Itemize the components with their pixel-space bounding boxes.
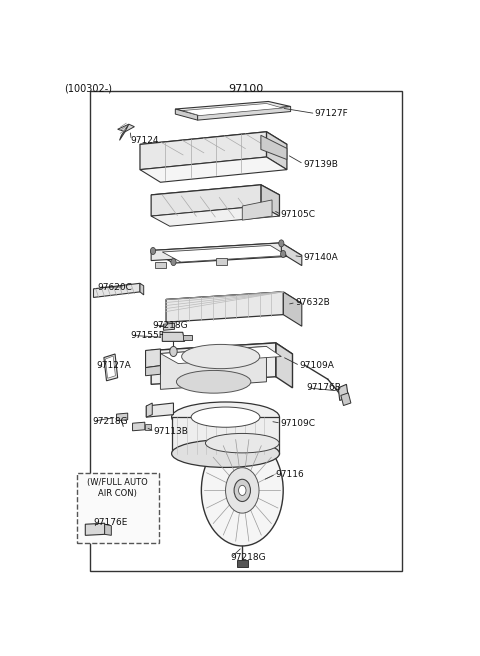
Polygon shape bbox=[140, 132, 287, 157]
Polygon shape bbox=[151, 343, 292, 361]
Polygon shape bbox=[146, 403, 173, 417]
Polygon shape bbox=[94, 283, 140, 297]
Polygon shape bbox=[151, 243, 302, 263]
Polygon shape bbox=[145, 365, 160, 376]
Text: 97176E: 97176E bbox=[94, 518, 128, 527]
Text: 97620C: 97620C bbox=[97, 283, 132, 292]
Polygon shape bbox=[338, 384, 348, 400]
Bar bbox=[90, 91, 402, 571]
Text: 97127F: 97127F bbox=[315, 109, 348, 118]
Text: 97113B: 97113B bbox=[154, 427, 189, 436]
Polygon shape bbox=[216, 258, 228, 264]
Polygon shape bbox=[145, 349, 160, 367]
Ellipse shape bbox=[172, 402, 279, 432]
Polygon shape bbox=[237, 560, 248, 567]
Text: 97109A: 97109A bbox=[299, 361, 334, 370]
Polygon shape bbox=[151, 185, 261, 216]
Circle shape bbox=[171, 258, 176, 266]
Text: 97116: 97116 bbox=[275, 470, 304, 479]
Polygon shape bbox=[140, 283, 144, 295]
Polygon shape bbox=[283, 292, 302, 326]
Polygon shape bbox=[276, 343, 292, 388]
Text: 97100: 97100 bbox=[228, 84, 264, 94]
Text: 97218G: 97218G bbox=[93, 417, 128, 426]
Polygon shape bbox=[151, 185, 279, 205]
Polygon shape bbox=[120, 124, 129, 140]
Text: 97105C: 97105C bbox=[281, 210, 315, 219]
Polygon shape bbox=[198, 106, 290, 120]
Polygon shape bbox=[172, 417, 279, 453]
Ellipse shape bbox=[172, 440, 279, 468]
Polygon shape bbox=[163, 323, 175, 330]
Polygon shape bbox=[266, 132, 287, 170]
Text: AIR CON): AIR CON) bbox=[98, 489, 137, 498]
Polygon shape bbox=[281, 243, 302, 266]
Text: 97139B: 97139B bbox=[303, 159, 338, 169]
Polygon shape bbox=[162, 333, 185, 341]
Text: 97109C: 97109C bbox=[280, 419, 315, 428]
Polygon shape bbox=[261, 135, 287, 159]
Text: (W/FULL AUTO: (W/FULL AUTO bbox=[87, 478, 148, 487]
Polygon shape bbox=[140, 132, 266, 170]
Polygon shape bbox=[117, 413, 128, 420]
Ellipse shape bbox=[191, 407, 260, 427]
Polygon shape bbox=[132, 422, 145, 431]
Polygon shape bbox=[261, 185, 279, 216]
Polygon shape bbox=[151, 243, 281, 260]
Polygon shape bbox=[183, 335, 192, 340]
Polygon shape bbox=[341, 393, 351, 405]
Circle shape bbox=[202, 435, 283, 546]
Polygon shape bbox=[155, 262, 166, 268]
Text: 97218G: 97218G bbox=[152, 321, 188, 330]
Polygon shape bbox=[175, 102, 290, 115]
Polygon shape bbox=[104, 354, 118, 380]
Polygon shape bbox=[160, 346, 266, 390]
Polygon shape bbox=[151, 206, 279, 226]
Polygon shape bbox=[166, 292, 302, 311]
Circle shape bbox=[279, 240, 284, 247]
Polygon shape bbox=[146, 403, 152, 417]
Circle shape bbox=[226, 468, 259, 513]
Ellipse shape bbox=[205, 434, 279, 453]
Polygon shape bbox=[166, 292, 283, 322]
Polygon shape bbox=[242, 200, 272, 220]
Circle shape bbox=[281, 251, 286, 258]
Polygon shape bbox=[118, 124, 134, 132]
Ellipse shape bbox=[181, 344, 260, 369]
Polygon shape bbox=[145, 424, 151, 430]
Text: 97218G: 97218G bbox=[230, 553, 266, 562]
Text: 97176B: 97176B bbox=[306, 383, 341, 392]
Circle shape bbox=[150, 247, 156, 255]
Circle shape bbox=[170, 346, 177, 356]
Polygon shape bbox=[106, 356, 115, 379]
Text: 97155F: 97155F bbox=[130, 331, 164, 340]
Polygon shape bbox=[160, 346, 281, 363]
Polygon shape bbox=[105, 524, 111, 535]
Polygon shape bbox=[140, 157, 287, 182]
Text: (100302-): (100302-) bbox=[64, 84, 112, 94]
Polygon shape bbox=[85, 523, 105, 535]
Text: 97124: 97124 bbox=[131, 136, 159, 145]
Text: 97140A: 97140A bbox=[303, 253, 337, 262]
Polygon shape bbox=[183, 104, 282, 115]
Text: 97632B: 97632B bbox=[295, 298, 330, 307]
Circle shape bbox=[239, 485, 246, 495]
Ellipse shape bbox=[177, 371, 251, 393]
Bar bbox=[77, 473, 158, 543]
Polygon shape bbox=[175, 109, 198, 120]
Polygon shape bbox=[162, 245, 287, 262]
Text: 97127A: 97127A bbox=[96, 361, 131, 370]
Circle shape bbox=[234, 480, 251, 501]
Polygon shape bbox=[151, 343, 276, 384]
